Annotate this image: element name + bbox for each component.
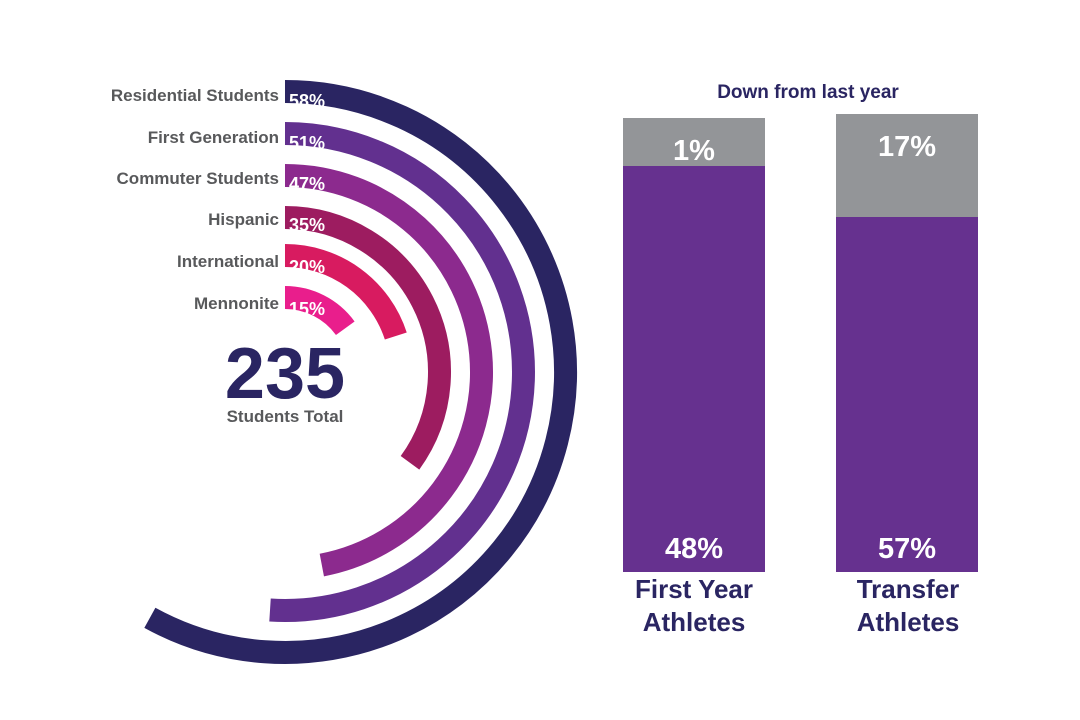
bar-current-label: 48% bbox=[665, 533, 723, 565]
radial-category-label: Hispanic bbox=[208, 210, 279, 229]
radial-category-label: International bbox=[177, 252, 279, 271]
radial-bar-mennonite bbox=[284, 286, 355, 336]
radial-category-label: Residential Students bbox=[111, 86, 279, 105]
radial-value-label: 58% bbox=[289, 91, 325, 111]
bar-current bbox=[836, 217, 978, 572]
radial-bar-residential-students bbox=[144, 80, 578, 664]
radial-bar-commuter-students bbox=[284, 164, 493, 577]
radial-value-label: 51% bbox=[289, 133, 325, 153]
bar-chart-subtitle: Down from last year bbox=[717, 82, 899, 103]
stacked-bar-chart: Down from last year 1%48%First YearAthle… bbox=[623, 82, 978, 637]
total-block: 235 Students Total bbox=[225, 334, 345, 426]
bar-category-label: Athletes bbox=[643, 607, 746, 637]
bar-category-label: Transfer bbox=[857, 574, 960, 604]
radial-value-label: 15% bbox=[289, 299, 325, 319]
bar-change bbox=[836, 114, 978, 217]
bar-change-label: 1% bbox=[673, 135, 715, 167]
radial-bar-international bbox=[284, 244, 407, 340]
radial-value-label: 35% bbox=[289, 215, 325, 235]
bar-current bbox=[623, 166, 765, 572]
radial-category-label: Mennonite bbox=[194, 294, 279, 313]
bar-change bbox=[623, 118, 765, 166]
radial-category-label: Commuter Students bbox=[117, 169, 279, 188]
bar-category-label: Athletes bbox=[857, 607, 960, 637]
total-value: 235 bbox=[225, 334, 345, 414]
radial-category-label: First Generation bbox=[148, 128, 279, 147]
total-label: Students Total bbox=[227, 407, 344, 426]
radial-value-label: 20% bbox=[289, 257, 325, 277]
radial-bar-hispanic bbox=[284, 206, 451, 470]
radial-bar-first-generation bbox=[269, 122, 535, 622]
bar-current-label: 57% bbox=[878, 533, 936, 565]
radial-value-label: 47% bbox=[289, 174, 325, 194]
bar-change-label: 17% bbox=[878, 131, 936, 163]
radial-bar-chart: 58% Residential Students 51% First Generati… bbox=[111, 80, 578, 664]
bar-category-label: First Year bbox=[635, 574, 753, 604]
